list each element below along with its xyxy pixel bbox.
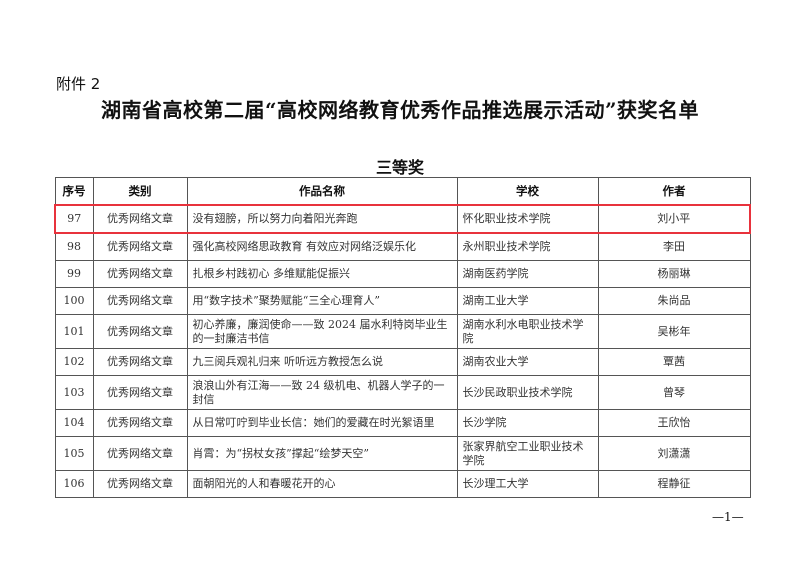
row-no: 101 xyxy=(54,314,94,349)
table-row: 101 优秀网络文章 初心养廉，廉润使命——致 2024 届水利特岗毕业生的一封廉洁… xyxy=(54,314,751,349)
header-author: 作者 xyxy=(597,177,751,206)
row-category: 优秀网络文章 xyxy=(92,314,188,349)
row-school: 长沙民政职业技术学院 xyxy=(456,375,599,410)
row-no: 105 xyxy=(54,436,94,471)
row-school: 张家界航空工业职业技术学院 xyxy=(456,436,599,471)
row-work-title: 面朝阳光的人和春暖花开的心 xyxy=(186,470,458,498)
row-work-title: 浪浪山外有江海——致 24 级机电、机器人学子的一封信 xyxy=(186,375,458,410)
award-table: 序号 类别 作品名称 学校 作者 97 优秀网络文章 没有翅膀，所以努力向着阳光奔跑… xyxy=(54,177,751,498)
row-no: 104 xyxy=(54,409,94,437)
table-row-highlighted: 97 优秀网络文章 没有翅膀，所以努力向着阳光奔跑 怀化职业技术学院 刘小平 xyxy=(54,204,751,234)
row-work-title: 初心养廉，廉润使命——致 2024 届水利特岗毕业生的一封廉洁书信 xyxy=(186,314,458,349)
table-row: 104 优秀网络文章 从日常叮咛到毕业长信：她们的爱藏在时光絮语里 长沙学院 王欣怡 xyxy=(54,409,751,437)
row-work-title: 扎根乡村践初心 多维赋能促振兴 xyxy=(186,260,458,288)
row-category: 优秀网络文章 xyxy=(92,470,188,498)
table-header-row: 序号 类别 作品名称 学校 作者 xyxy=(54,177,751,206)
row-category: 优秀网络文章 xyxy=(92,348,188,376)
row-no: 102 xyxy=(54,348,94,376)
row-school: 怀化职业技术学院 xyxy=(456,204,599,234)
row-author: 刘潇潇 xyxy=(597,436,751,471)
row-category: 优秀网络文章 xyxy=(92,204,188,234)
row-no: 103 xyxy=(54,375,94,410)
row-no: 98 xyxy=(54,232,94,261)
row-work-title: 九三阅兵观礼归来 听听远方教授怎么说 xyxy=(186,348,458,376)
row-author: 程静征 xyxy=(597,470,751,498)
header-work-title: 作品名称 xyxy=(186,177,458,206)
table-row: 98 优秀网络文章 强化高校网络思政教育 有效应对网络泛娱乐化 永州职业技术学院 李田 xyxy=(54,232,751,261)
row-category: 优秀网络文章 xyxy=(92,409,188,437)
attachment-label: 附件 2 xyxy=(56,75,101,93)
header-category: 类别 xyxy=(92,177,188,206)
row-category: 优秀网络文章 xyxy=(92,375,188,410)
row-author: 朱尚品 xyxy=(597,287,751,315)
row-author: 覃茜 xyxy=(597,348,751,376)
row-work-title: 用“数字技术”聚势赋能“三全心理育人” xyxy=(186,287,458,315)
row-school: 长沙理工大学 xyxy=(456,470,599,498)
row-category: 优秀网络文章 xyxy=(92,260,188,288)
row-category: 优秀网络文章 xyxy=(92,287,188,315)
header-school: 学校 xyxy=(456,177,599,206)
page-number: —1— xyxy=(712,510,744,524)
table-row: 102 优秀网络文章 九三阅兵观礼归来 听听远方教授怎么说 湖南农业大学 覃茜 xyxy=(54,348,751,376)
row-author: 吴彬年 xyxy=(597,314,751,349)
row-no: 100 xyxy=(54,287,94,315)
row-school: 湖南农业大学 xyxy=(456,348,599,376)
row-work-title: 没有翅膀，所以努力向着阳光奔跑 xyxy=(186,204,458,234)
row-school: 永州职业技术学院 xyxy=(456,232,599,261)
table-row: 100 优秀网络文章 用“数字技术”聚势赋能“三全心理育人” 湖南工业大学 朱尚品 xyxy=(54,287,751,315)
row-no: 97 xyxy=(54,204,94,234)
header-no: 序号 xyxy=(54,177,94,206)
table-row: 105 优秀网络文章 肖霄：为“拐杖女孩”撑起“绘梦天空” 张家界航空工业职业技术学院… xyxy=(54,436,751,471)
row-author: 王欣怡 xyxy=(597,409,751,437)
row-work-title: 肖霄：为“拐杖女孩”撑起“绘梦天空” xyxy=(186,436,458,471)
row-category: 优秀网络文章 xyxy=(92,232,188,261)
row-author: 杨丽琳 xyxy=(597,260,751,288)
row-school: 湖南工业大学 xyxy=(456,287,599,315)
row-work-title: 强化高校网络思政教育 有效应对网络泛娱乐化 xyxy=(186,232,458,261)
table-row: 103 优秀网络文章 浪浪山外有江海——致 24 级机电、机器人学子的一封信 长沙民政… xyxy=(54,375,751,410)
row-author: 李田 xyxy=(597,232,751,261)
document-title: 湖南省高校第二届“高校网络教育优秀作品推选展示活动”获奖名单 xyxy=(100,98,699,122)
row-work-title: 从日常叮咛到毕业长信：她们的爱藏在时光絮语里 xyxy=(186,409,458,437)
row-school: 长沙学院 xyxy=(456,409,599,437)
row-no: 106 xyxy=(54,470,94,498)
row-author: 刘小平 xyxy=(597,204,751,234)
table-row: 99 优秀网络文章 扎根乡村践初心 多维赋能促振兴 湖南医药学院 杨丽琳 xyxy=(54,260,751,288)
row-school: 湖南水利水电职业技术学院 xyxy=(456,314,599,349)
row-no: 99 xyxy=(54,260,94,288)
row-author: 曾琴 xyxy=(597,375,751,410)
row-category: 优秀网络文章 xyxy=(92,436,188,471)
row-school: 湖南医药学院 xyxy=(456,260,599,288)
award-level-heading: 三等奖 xyxy=(375,158,424,177)
table-row: 106 优秀网络文章 面朝阳光的人和春暖花开的心 长沙理工大学 程静征 xyxy=(54,470,751,498)
